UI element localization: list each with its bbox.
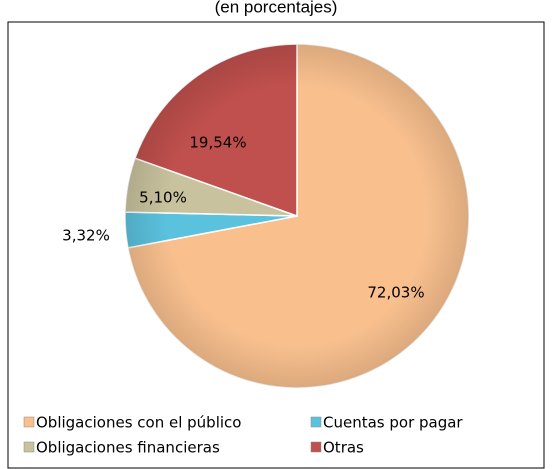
data-label: 72,03%: [367, 284, 424, 302]
data-label: 3,32%: [62, 227, 110, 245]
data-label: 5,10%: [139, 189, 187, 207]
legend-swatch: [310, 441, 322, 453]
legend-label: Otras: [323, 439, 364, 457]
chart-title: (en porcentajes): [215, 0, 338, 16]
legend-swatch: [23, 441, 35, 453]
legend-label: Cuentas por pagar: [323, 414, 463, 432]
legend-label: Obligaciones financieras: [36, 439, 220, 457]
chart-frame: [7, 21, 545, 469]
data-label: 19,54%: [189, 134, 246, 152]
legend-label: Obligaciones con el público: [36, 414, 241, 432]
legend-swatch: [310, 416, 322, 428]
legend-swatch: [23, 416, 35, 428]
